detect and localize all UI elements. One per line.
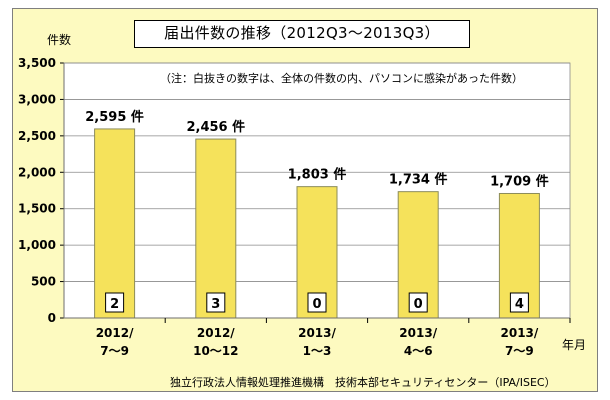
y-tick-label: 3,500 [18, 56, 56, 70]
bar-value-label: 1,709 件 [490, 173, 549, 189]
infected-count-box [105, 292, 125, 313]
chart-title: 届出件数の推移（2012Q3〜2013Q3） [134, 20, 470, 48]
y-tick-label: 1,000 [18, 238, 56, 252]
infected-count-box [408, 292, 428, 313]
infected-count-label: 0 [414, 297, 423, 312]
bar-value-label: 2,595 件 [85, 109, 144, 125]
x-tick-label: 2013/ [298, 326, 336, 340]
y-axis-label: 件数 [47, 33, 72, 47]
x-tick-label: 2012/ [96, 326, 134, 340]
infected-count-label: 3 [211, 297, 220, 312]
infected-count-label: 0 [312, 297, 321, 312]
x-tick-label: 2012/ [197, 326, 235, 340]
plot-border [63, 62, 571, 319]
x-tick-label: 4〜6 [404, 344, 433, 358]
infected-count-label: 4 [515, 297, 524, 312]
bar-value-label: 1,803 件 [288, 167, 347, 183]
x-tick-label: 1〜3 [303, 344, 332, 358]
bar-value-label: 1,734 件 [389, 172, 448, 188]
source-credit: 独立行政法人情報処理推進機構 技術本部セキュリティセンター（IPA/ISEC） [170, 376, 556, 389]
x-tick-label: 2013/ [501, 326, 539, 340]
infected-count-box [307, 292, 327, 313]
bar [94, 128, 136, 319]
x-tick-label: 7〜9 [505, 344, 534, 358]
y-tick-label: 500 [31, 275, 56, 289]
bar [195, 138, 237, 319]
x-tick-label: 2013/ [399, 326, 437, 340]
y-tick-label: 2,000 [18, 165, 56, 179]
y-tick-label: 2,500 [18, 129, 56, 143]
x-axis-label: 年月 [562, 338, 587, 352]
x-tick-label: 7〜9 [100, 344, 129, 358]
y-tick-label: 3,000 [18, 92, 56, 106]
infected-count-label: 2 [110, 297, 119, 312]
infected-count-box [206, 292, 226, 313]
y-tick-label: 1,500 [18, 202, 56, 216]
bar-value-label: 2,456 件 [186, 119, 245, 135]
infected-count-box [509, 292, 529, 313]
y-tick-label: 0 [48, 311, 56, 325]
x-tick-label: 10〜12 [193, 344, 238, 358]
chart-note: （注：白抜きの数字は、全体の件数の内、パソコンに感染があった件数） [160, 70, 523, 86]
